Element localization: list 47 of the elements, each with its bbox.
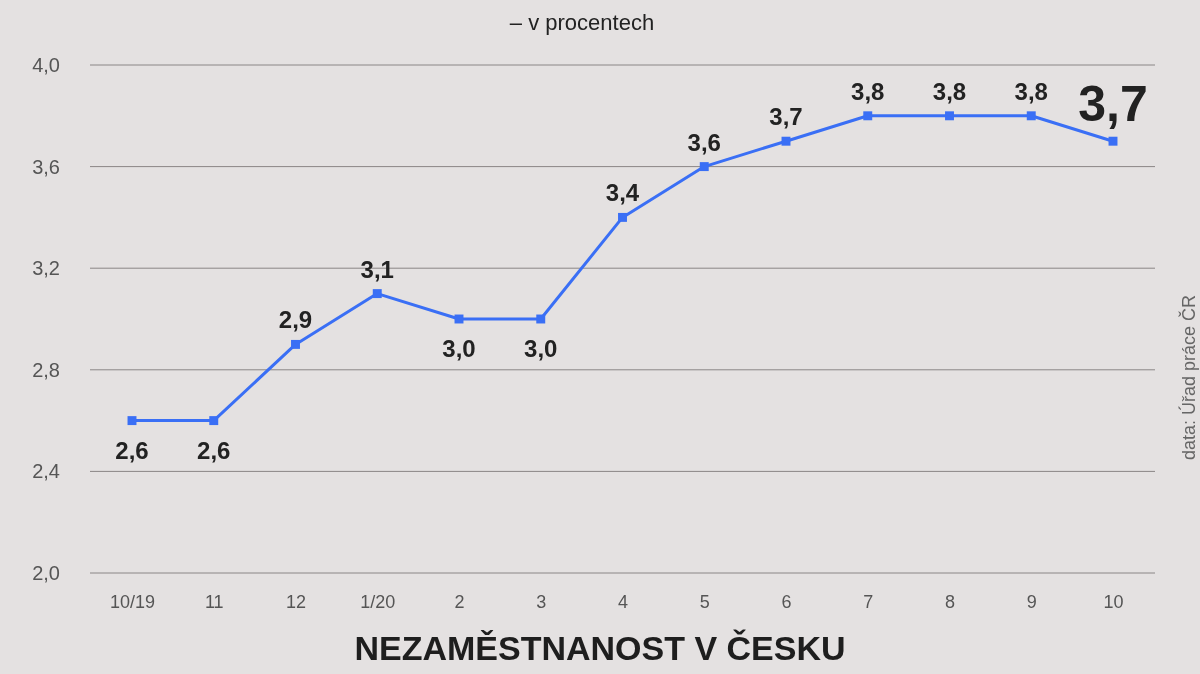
data-label: 3,8	[932, 77, 967, 105]
point	[618, 212, 627, 222]
data-label: 3,8	[1014, 77, 1048, 105]
chart-subtitle: – v procentech	[509, 10, 655, 35]
data-label: 3,7	[769, 103, 803, 131]
point	[1026, 111, 1036, 121]
x-tick-label: 2	[454, 591, 465, 612]
text: NEZAMĚSTNANOST V ČESKU	[354, 629, 846, 667]
data-label: 3,0	[524, 335, 558, 362]
x-tick-label: 5	[699, 591, 710, 612]
y-tick-label: 3,6	[32, 155, 60, 178]
x-tick-label: 4	[617, 591, 629, 612]
point	[1108, 136, 1118, 146]
y-tick-label: 2,0	[32, 561, 60, 584]
text: data: Úřad práce ČR	[1178, 294, 1199, 460]
data-label: 2,9	[278, 306, 313, 334]
data-label: 3,4	[605, 179, 640, 207]
point	[781, 136, 791, 146]
x-tick-label: 1/20	[360, 591, 396, 612]
y-tick-label: 2,4	[32, 460, 60, 483]
data-label: 3,7	[1078, 76, 1148, 133]
data-label: 3,1	[360, 255, 394, 283]
data-label: 2,6	[115, 436, 149, 464]
point	[291, 339, 300, 349]
data-label: 2,6	[197, 436, 231, 464]
point	[536, 314, 546, 324]
x-tick-label: 3	[536, 591, 547, 612]
y-tick-label: 4,0	[32, 53, 60, 76]
data-label: 3,0	[442, 335, 476, 362]
point	[209, 416, 219, 426]
x-tick-label: 10/19	[109, 591, 156, 612]
point	[372, 289, 382, 299]
y-tick-label: 3,2	[32, 257, 60, 280]
point	[699, 162, 709, 172]
y-tick-label: 2,8	[32, 358, 60, 381]
x-tick-label: 9	[1026, 591, 1037, 612]
data-label: 3,6	[687, 128, 721, 156]
x-tick-label: 8	[944, 591, 956, 612]
data-label: 3,8	[851, 77, 885, 105]
x-tick-label: 11	[204, 591, 224, 612]
point	[863, 111, 873, 121]
point	[945, 111, 954, 121]
x-tick-label: 6	[781, 591, 792, 612]
point	[127, 416, 137, 426]
x-tick-label: 7	[863, 591, 874, 612]
x-tick-label: 10	[1103, 591, 1124, 612]
x-tick-label: 12	[285, 591, 307, 612]
